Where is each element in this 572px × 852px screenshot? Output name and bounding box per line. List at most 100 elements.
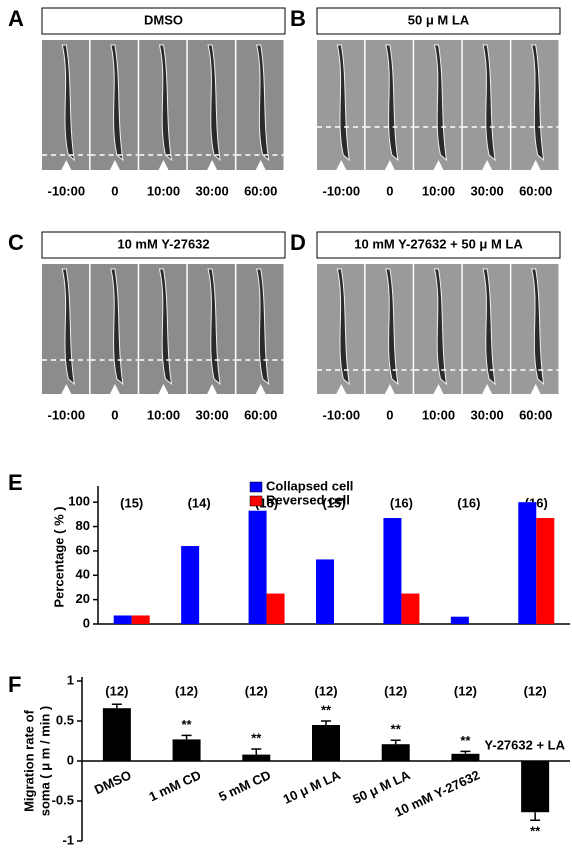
sample-size: (12) <box>175 683 198 698</box>
cell <box>256 44 270 162</box>
bar <box>312 725 340 761</box>
arrowhead <box>109 384 120 394</box>
cell <box>433 44 448 162</box>
bar <box>131 615 150 624</box>
title-box <box>41 231 286 259</box>
panel-letter: D <box>290 230 306 255</box>
sample-size: (16) <box>457 495 480 510</box>
cell <box>385 44 399 162</box>
time-label: -10:00 <box>48 183 86 198</box>
cell <box>433 268 448 386</box>
sample-size: (16) <box>390 495 413 510</box>
cell <box>336 268 350 386</box>
bar <box>248 510 267 624</box>
legend-swatch <box>249 481 263 493</box>
time-label: 10:00 <box>147 407 180 422</box>
error-bar <box>181 734 192 740</box>
significance: ** <box>251 730 262 745</box>
arrowhead <box>207 384 218 394</box>
x-tick-label: DMSO <box>92 767 134 797</box>
time-label: 10:00 <box>422 183 455 198</box>
bar <box>518 502 537 624</box>
time-label: 0 <box>111 407 118 422</box>
y-tick-label: 100 <box>68 494 90 509</box>
error-bar <box>321 720 331 725</box>
arrowhead <box>61 384 72 394</box>
time-label: -10:00 <box>323 407 361 422</box>
bar <box>521 761 550 813</box>
time-label: 30:00 <box>470 183 503 198</box>
error-bar <box>460 750 471 754</box>
sample-size: (12) <box>245 683 268 698</box>
y-tick-label: 0 <box>67 752 74 767</box>
arrowhead <box>158 384 169 394</box>
x-tick-label: 1 mM CD <box>147 767 204 804</box>
significance: ** <box>182 717 193 732</box>
cell <box>531 268 545 386</box>
title-box <box>316 7 561 35</box>
y-tick-label: 80 <box>76 518 90 533</box>
cell <box>256 268 270 386</box>
significance: ** <box>391 722 402 737</box>
error-bar <box>111 703 122 709</box>
cell <box>531 44 545 162</box>
y-tick-label: 1 <box>67 672 74 687</box>
arrowhead <box>158 160 169 170</box>
panel-letter: A <box>8 6 24 31</box>
cell <box>482 44 496 162</box>
y-axis-label: Migration rate of <box>21 709 36 812</box>
cell <box>110 268 124 386</box>
title-box <box>316 231 561 259</box>
time-label: 0 <box>111 183 118 198</box>
sample-size: (12) <box>524 683 547 698</box>
arrowhead <box>384 160 395 170</box>
sample-size: (12) <box>454 683 477 698</box>
legend-swatch <box>249 495 263 507</box>
error-bar <box>390 739 401 745</box>
time-label: 60:00 <box>244 407 277 422</box>
time-label: 0 <box>386 183 393 198</box>
panel-title: 50 μ M LA <box>408 12 470 27</box>
panel-title: 10 mM Y-27632 <box>117 236 209 251</box>
sample-size: (12) <box>384 683 407 698</box>
y-tick-label: -0.5 <box>52 792 74 807</box>
cell <box>158 44 173 162</box>
arrowhead <box>433 384 444 394</box>
panel-letter: C <box>8 230 24 255</box>
bar <box>381 744 410 761</box>
time-label: 30:00 <box>470 407 503 422</box>
arrowhead <box>530 160 541 170</box>
y-axis-label: Percentage ( % ) <box>51 506 66 607</box>
time-label: 10:00 <box>422 407 455 422</box>
significance: ** <box>321 702 332 717</box>
cell <box>385 268 399 386</box>
arrowhead <box>530 384 541 394</box>
time-label: 60:00 <box>519 183 552 198</box>
arrowhead <box>336 384 347 394</box>
x-tick-label: 10 μ M LA <box>281 767 344 807</box>
error-bar <box>530 812 541 821</box>
bar <box>102 708 131 761</box>
time-label: 60:00 <box>244 183 277 198</box>
sample-size: (15) <box>120 495 143 510</box>
cell <box>61 268 75 386</box>
bar <box>450 616 469 624</box>
y-tick-label: 40 <box>76 567 90 582</box>
time-label: 60:00 <box>519 407 552 422</box>
significance: ** <box>460 733 471 748</box>
y-tick-label: 0 <box>83 615 90 630</box>
y-tick-label: 60 <box>76 542 90 557</box>
time-label: 30:00 <box>195 183 228 198</box>
legend-label: Reversed cell <box>266 492 350 507</box>
error-bar <box>251 748 262 755</box>
cell <box>482 268 496 386</box>
legend-label: Collapsed cell <box>266 478 353 493</box>
bar <box>401 593 420 624</box>
time-label: -10:00 <box>48 407 86 422</box>
arrowhead <box>482 160 493 170</box>
panel-letter: E <box>8 470 23 495</box>
x-tick-label: Y-27632 + LA <box>484 737 565 752</box>
bar <box>242 754 271 761</box>
time-label: 10:00 <box>147 183 180 198</box>
